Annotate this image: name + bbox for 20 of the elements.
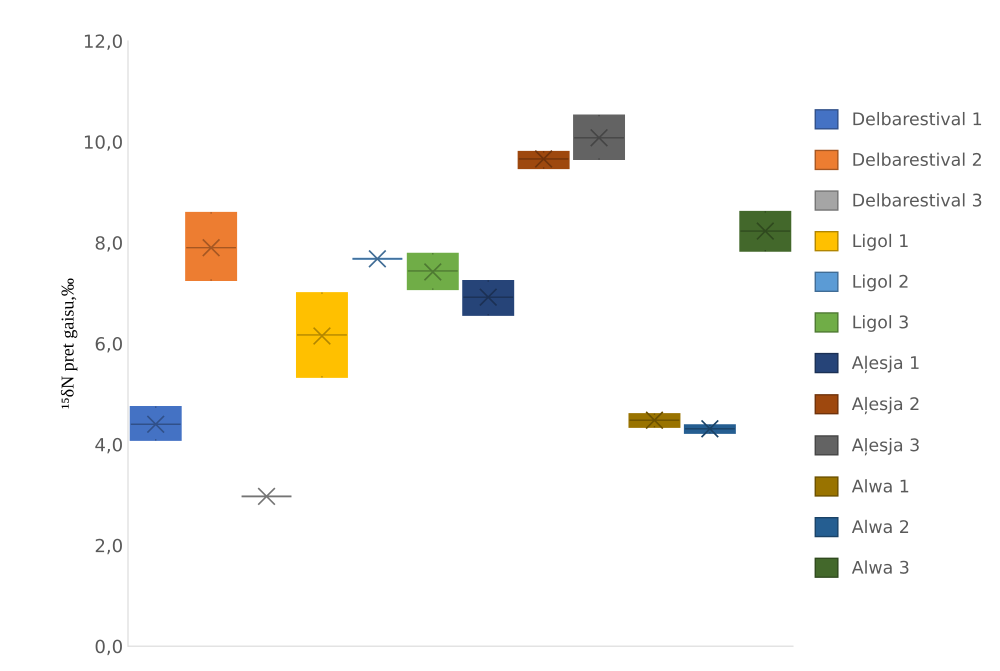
legend-label: Alwa 1 xyxy=(852,479,908,493)
legend-label: Ligol 2 xyxy=(853,274,908,292)
legend-label: Ligol 3 xyxy=(853,315,908,332)
y-tick-label: 6,0 xyxy=(96,337,122,353)
legend-label: Delbarestival 3 xyxy=(853,193,982,207)
y-tick-label: 8,0 xyxy=(96,236,122,252)
y-tick-label: 0,0 xyxy=(96,640,122,656)
y-tick-label: 12,0 xyxy=(84,34,122,50)
legend-label: Ligol 1 xyxy=(853,234,908,251)
y-axis-title: ¹⁵δN pret gaisu,‰ xyxy=(60,278,78,408)
legend-label: Aļesja 3 xyxy=(852,438,919,456)
legend-label: Aļesja 2 xyxy=(852,396,918,414)
y-tick-label: 10,0 xyxy=(84,135,122,151)
legend-label: Aļesja 1 xyxy=(852,356,919,374)
legend-label: Alwa 3 xyxy=(852,560,908,574)
y-tick-label: 2,0 xyxy=(96,538,122,554)
legend-label: Delbarestival 1 xyxy=(853,112,982,126)
legend-label: Delbarestival 2 xyxy=(853,152,981,166)
y-tick-label: 4,0 xyxy=(95,438,122,454)
legend-label: Alwa 2 xyxy=(852,520,908,534)
